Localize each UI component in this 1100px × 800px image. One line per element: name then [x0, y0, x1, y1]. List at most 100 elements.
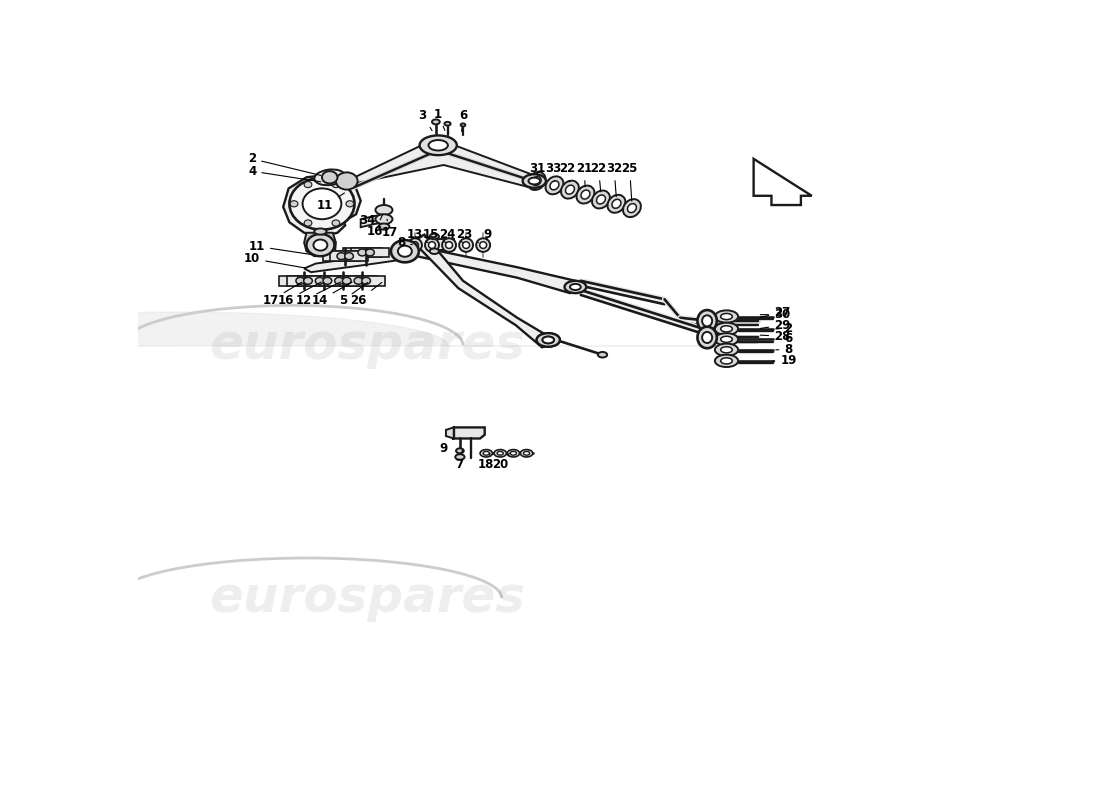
Text: 28: 28	[760, 330, 791, 342]
Ellipse shape	[720, 314, 733, 320]
Circle shape	[307, 234, 334, 256]
Ellipse shape	[446, 242, 452, 249]
Text: 13: 13	[407, 228, 428, 242]
Text: 2: 2	[776, 322, 793, 335]
Text: 17: 17	[263, 282, 301, 307]
Text: 16: 16	[278, 282, 321, 307]
Ellipse shape	[561, 181, 579, 198]
Ellipse shape	[715, 322, 738, 335]
Polygon shape	[298, 276, 341, 286]
Text: 8: 8	[776, 343, 793, 356]
Text: 6: 6	[459, 110, 468, 131]
Ellipse shape	[524, 451, 530, 455]
Text: 8: 8	[397, 236, 412, 249]
Circle shape	[358, 249, 366, 256]
Text: 1: 1	[434, 108, 444, 130]
Ellipse shape	[494, 450, 506, 457]
Polygon shape	[343, 247, 382, 258]
Polygon shape	[340, 276, 377, 286]
Text: 9: 9	[484, 228, 492, 241]
Ellipse shape	[315, 170, 345, 185]
Text: 23: 23	[456, 228, 478, 242]
Ellipse shape	[592, 190, 609, 209]
Polygon shape	[287, 276, 329, 286]
Text: 11: 11	[249, 240, 311, 254]
Ellipse shape	[550, 181, 559, 190]
Ellipse shape	[520, 450, 532, 457]
Circle shape	[316, 278, 324, 284]
Ellipse shape	[522, 174, 546, 188]
Ellipse shape	[576, 186, 594, 203]
Ellipse shape	[444, 122, 451, 126]
Ellipse shape	[607, 195, 626, 213]
Ellipse shape	[456, 448, 464, 454]
Circle shape	[322, 171, 338, 183]
Circle shape	[304, 278, 312, 284]
Ellipse shape	[461, 123, 465, 126]
Polygon shape	[405, 246, 580, 293]
Ellipse shape	[546, 176, 563, 194]
Ellipse shape	[627, 204, 637, 213]
Ellipse shape	[532, 177, 541, 186]
Ellipse shape	[528, 172, 546, 190]
Circle shape	[289, 178, 354, 230]
Circle shape	[296, 278, 305, 284]
Ellipse shape	[623, 199, 641, 217]
Ellipse shape	[702, 315, 712, 326]
Text: 5: 5	[339, 282, 367, 307]
Text: eurospares: eurospares	[210, 574, 526, 622]
Circle shape	[302, 189, 341, 219]
Text: 7: 7	[455, 450, 463, 471]
Circle shape	[344, 253, 353, 260]
Text: 34: 34	[359, 214, 375, 227]
Text: 30: 30	[760, 308, 791, 321]
Ellipse shape	[480, 450, 493, 457]
Polygon shape	[415, 239, 453, 250]
Polygon shape	[345, 140, 537, 187]
Polygon shape	[361, 214, 384, 227]
Ellipse shape	[419, 135, 456, 155]
Circle shape	[323, 278, 332, 284]
Text: 17: 17	[382, 219, 397, 239]
Ellipse shape	[497, 451, 504, 455]
Ellipse shape	[715, 333, 738, 346]
Polygon shape	[405, 234, 552, 347]
Text: 26: 26	[350, 282, 382, 307]
Ellipse shape	[720, 358, 733, 364]
Ellipse shape	[564, 281, 586, 293]
Circle shape	[314, 239, 328, 250]
Ellipse shape	[596, 195, 605, 204]
Ellipse shape	[697, 310, 717, 332]
Circle shape	[346, 201, 354, 207]
Ellipse shape	[715, 310, 738, 322]
Text: 31: 31	[529, 162, 546, 175]
Circle shape	[390, 240, 419, 262]
Ellipse shape	[581, 190, 590, 199]
Ellipse shape	[528, 178, 540, 184]
Circle shape	[304, 220, 312, 226]
Circle shape	[354, 278, 363, 284]
Text: 22: 22	[591, 162, 607, 192]
Text: 25: 25	[621, 162, 638, 201]
Ellipse shape	[715, 344, 738, 356]
Text: 16: 16	[366, 214, 383, 238]
Ellipse shape	[408, 238, 422, 252]
Ellipse shape	[537, 333, 560, 346]
Polygon shape	[320, 276, 358, 286]
Circle shape	[365, 249, 374, 256]
Text: 12: 12	[295, 282, 340, 307]
Ellipse shape	[720, 326, 733, 332]
Ellipse shape	[542, 337, 554, 343]
Polygon shape	[446, 427, 453, 438]
Ellipse shape	[455, 454, 464, 460]
Ellipse shape	[537, 333, 560, 346]
Text: 20: 20	[492, 454, 509, 471]
Circle shape	[332, 220, 340, 226]
Circle shape	[362, 278, 371, 284]
Text: 21: 21	[575, 162, 592, 187]
Text: 3: 3	[419, 110, 432, 130]
Polygon shape	[279, 276, 321, 286]
Text: 19: 19	[773, 354, 796, 367]
Ellipse shape	[315, 229, 327, 234]
Ellipse shape	[720, 336, 733, 342]
